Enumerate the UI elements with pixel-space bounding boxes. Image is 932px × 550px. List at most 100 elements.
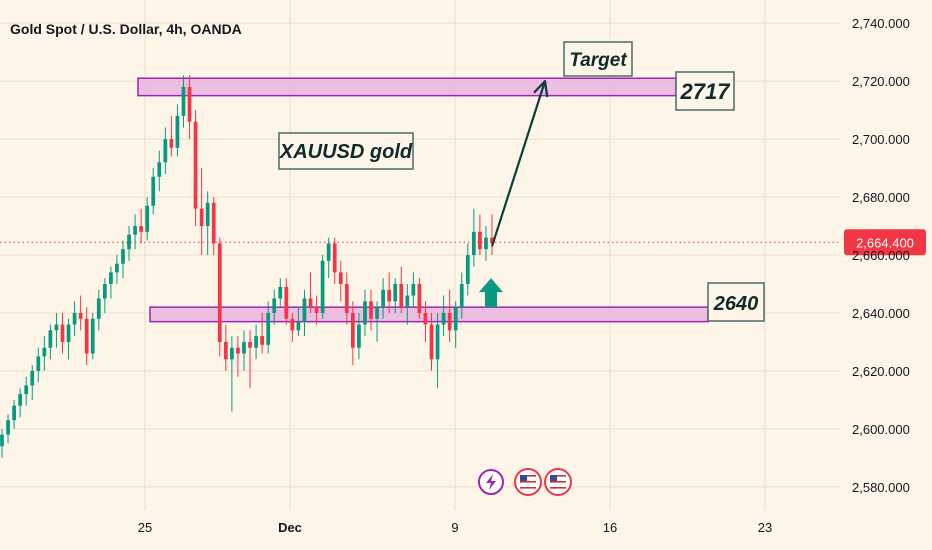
candle xyxy=(48,330,53,348)
candle xyxy=(357,324,361,348)
x-tick-label: 23 xyxy=(758,520,772,535)
y-tick-label: 2,700.000 xyxy=(852,132,910,147)
candle xyxy=(127,234,131,250)
candle xyxy=(36,356,41,371)
candles xyxy=(0,75,494,458)
flag-canton xyxy=(550,475,557,481)
flag-stripe xyxy=(520,484,536,486)
candle xyxy=(24,385,29,395)
flag-stripe xyxy=(550,484,566,486)
zone-label: 2717 xyxy=(680,79,732,104)
candle xyxy=(193,121,198,209)
candle xyxy=(175,115,180,148)
zone-label-box xyxy=(675,71,735,111)
last-price-label: 2,664.400 xyxy=(856,235,914,250)
flag-stripe xyxy=(550,487,566,489)
zone-band xyxy=(149,306,709,323)
candle xyxy=(459,283,464,308)
candle xyxy=(12,405,16,421)
chart-title: Gold Spot / U.S. Dollar, 4h, OANDA xyxy=(10,21,242,37)
candle xyxy=(6,420,10,435)
candle xyxy=(236,347,240,354)
candle xyxy=(121,249,125,264)
candle xyxy=(344,283,349,313)
us-flag-icon xyxy=(544,468,572,496)
candle xyxy=(393,283,398,302)
candle xyxy=(490,237,494,244)
axes: 2,580.000 2,600.000 2,620.000 2,640.000 2,66… xyxy=(138,16,910,535)
lightning-icon xyxy=(478,469,504,495)
candle xyxy=(96,298,101,319)
candle xyxy=(405,295,410,308)
candle xyxy=(399,283,404,308)
projection-arrow xyxy=(490,80,547,247)
candle xyxy=(290,318,295,331)
candle xyxy=(332,243,337,273)
candle xyxy=(0,434,4,447)
candle xyxy=(484,237,488,250)
flag-stripe xyxy=(550,481,566,483)
candle xyxy=(205,202,210,227)
candle xyxy=(338,272,343,284)
candle xyxy=(423,312,428,325)
candle xyxy=(478,231,482,250)
candle xyxy=(284,286,289,319)
zone-label: 2640 xyxy=(713,293,759,315)
candle xyxy=(42,347,47,357)
candle xyxy=(254,336,258,348)
candle xyxy=(181,86,186,116)
x-tick-label: 16 xyxy=(603,520,617,535)
candle xyxy=(411,283,416,296)
candle xyxy=(78,312,83,319)
candle xyxy=(302,298,307,322)
candle xyxy=(115,263,119,273)
candle xyxy=(272,298,277,313)
projection-arrow-head xyxy=(533,80,549,98)
flag-canton xyxy=(520,475,527,481)
candle xyxy=(248,341,252,348)
x-tick-label: 9 xyxy=(451,520,458,535)
candle xyxy=(223,341,228,360)
us-flag-icon xyxy=(514,468,542,496)
candle xyxy=(90,318,95,354)
candle xyxy=(157,162,162,177)
last-price-badge xyxy=(844,229,926,256)
candle xyxy=(54,324,59,331)
y-tick-label: 2,660.000 xyxy=(852,248,910,263)
candle xyxy=(278,286,283,299)
candle xyxy=(441,312,446,325)
candle xyxy=(308,298,313,308)
candle xyxy=(102,283,107,299)
candle xyxy=(72,312,77,325)
candle xyxy=(471,231,476,255)
flag-stripe xyxy=(520,481,536,483)
x-tick-label: 25 xyxy=(138,520,152,535)
y-tick-label: 2,640.000 xyxy=(852,306,910,321)
y-tick-label: 2,720.000 xyxy=(852,74,910,89)
candle xyxy=(145,205,150,232)
candle xyxy=(453,307,458,331)
candle xyxy=(199,208,204,227)
x-tick-label: Dec xyxy=(278,520,302,535)
y-tick-label: 2,580.000 xyxy=(852,480,910,495)
flag-stripe xyxy=(520,487,536,489)
candle xyxy=(260,336,264,345)
candle xyxy=(266,312,271,345)
candle xyxy=(30,370,35,386)
candle xyxy=(139,226,144,232)
candle xyxy=(151,176,156,206)
flag-stripe xyxy=(520,475,536,477)
annotation-text: XAUUSD gold xyxy=(279,141,413,163)
candle xyxy=(369,301,373,319)
candle xyxy=(169,139,174,148)
candle xyxy=(465,255,470,284)
overlays: 2,664.400 Target XAUUSD gold xyxy=(0,41,926,496)
candle xyxy=(133,226,137,235)
candle xyxy=(163,139,168,163)
candle xyxy=(447,312,452,331)
flag-stripe xyxy=(520,478,536,480)
flag-stripe xyxy=(550,478,566,480)
candle xyxy=(375,307,379,319)
candle xyxy=(387,289,392,302)
